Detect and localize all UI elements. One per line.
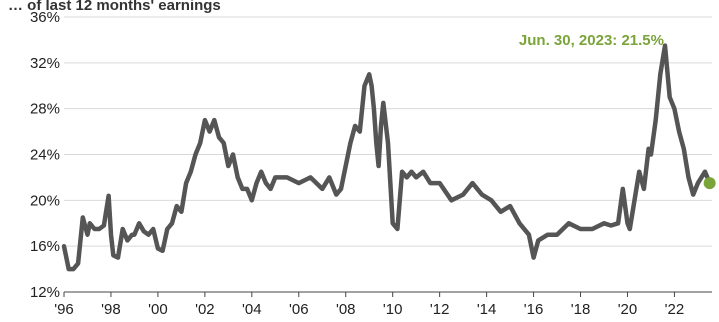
x-axis-ticks: '96 '98 '00 '02 '04 '06 '08 '10 '12 '14 '16 '18 '20 '… — [54, 292, 684, 318]
x-tick-label: '04 — [242, 301, 262, 318]
x-tick-label: '10 — [383, 301, 403, 318]
x-tick-label: '12 — [430, 301, 450, 318]
y-tick-label: 16% — [30, 238, 60, 255]
x-tick-label: '02 — [195, 301, 215, 318]
x-tick-label: '14 — [477, 301, 497, 318]
x-tick-label: '98 — [101, 301, 121, 318]
annotation-label: Jun. 30, 2023: 21.5% — [519, 32, 664, 49]
x-tick-label: '18 — [571, 301, 591, 318]
y-tick-label: 32% — [30, 55, 60, 72]
x-tick-label: '16 — [524, 301, 544, 318]
x-tick-label: '96 — [54, 301, 74, 318]
x-tick-label: '06 — [289, 301, 309, 318]
x-tick-label: '22 — [665, 301, 685, 318]
y-tick-label: 36% — [30, 9, 60, 26]
series-line — [61, 43, 712, 272]
x-tick-label: '08 — [336, 301, 356, 318]
y-tick-label: 20% — [30, 192, 60, 209]
y-tick-label: 12% — [30, 284, 60, 301]
chart-title: … of last 12 months' earnings — [8, 0, 221, 14]
y-tick-label: 24% — [30, 147, 60, 164]
highlight-point — [703, 177, 716, 190]
x-tick-label: '00 — [148, 301, 168, 318]
x-tick-label: '20 — [618, 301, 638, 318]
y-tick-label: 28% — [30, 101, 60, 118]
y-axis-ticks: 12% 16% 20% 24% 28% 32% 36% — [30, 9, 60, 301]
